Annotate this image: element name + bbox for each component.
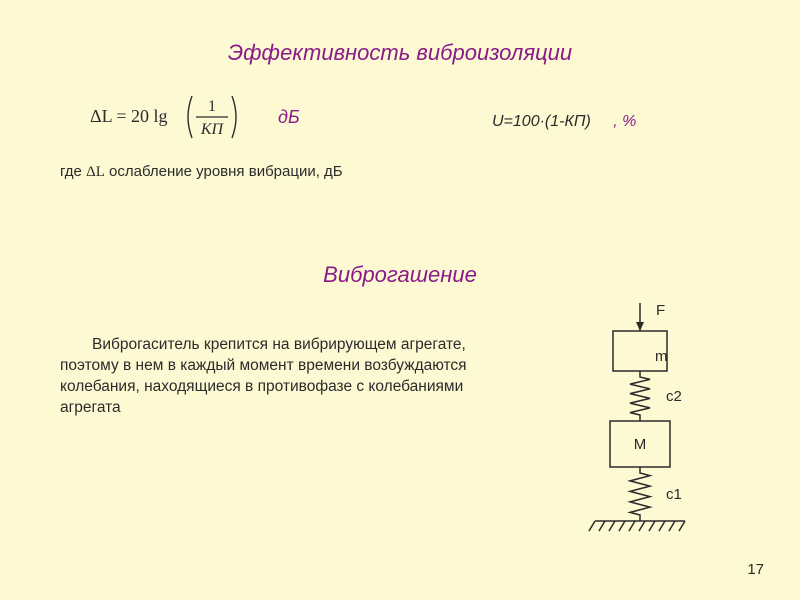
paragraph-text: Виброгаситель крепится на вибрирующем аг… — [60, 336, 467, 416]
svg-text:1: 1 — [208, 98, 216, 115]
where-symbol: ΔL — [86, 164, 105, 180]
svg-text:F: F — [656, 302, 665, 319]
title-damping: Виброгашение — [0, 262, 800, 288]
title-effectiveness: Эффективность виброизоляции — [0, 40, 800, 66]
damper-diagram: Fm c2 Mc1 — [575, 295, 725, 560]
svg-text:m: m — [655, 348, 668, 365]
svg-text:ΔL = 20 lg: ΔL = 20 lg — [90, 106, 168, 126]
where-pre: где — [60, 163, 86, 180]
svg-text:c2: c2 — [666, 388, 682, 405]
page-number-text: 17 — [747, 561, 764, 578]
where-post: ослабление уровня вибрации, дБ — [105, 163, 343, 180]
svg-text:M: M — [634, 436, 647, 453]
title-damping-text: Виброгашение — [323, 262, 477, 287]
title-effectiveness-text: Эффективность виброизоляции — [228, 40, 572, 65]
formula-right-text: U=100·(1-КП) — [492, 113, 591, 130]
svg-text:c1: c1 — [666, 486, 682, 503]
formula-left: ΔL = 20 lg 1 КП дБ — [90, 92, 300, 142]
formula-unit: дБ — [278, 107, 300, 128]
formula-right-percent: , % — [613, 113, 636, 130]
paragraph-damping: Виброгаситель крепится на вибрирующем аг… — [60, 335, 515, 419]
formula-svg: ΔL = 20 lg 1 КП — [90, 92, 260, 142]
svg-text:КП: КП — [200, 121, 225, 138]
damper-svg: Fm c2 Mc1 — [575, 295, 725, 555]
where-line: где ΔL ослабление уровня вибрации, дБ — [60, 163, 343, 181]
page-number: 17 — [747, 561, 764, 578]
formula-right: U=100·(1-КП) , % — [492, 113, 636, 131]
